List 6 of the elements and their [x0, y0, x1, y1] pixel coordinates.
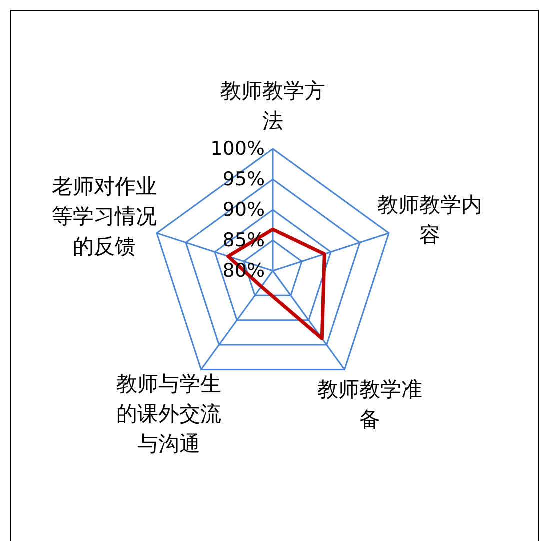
spoke-label: 教师教学方法: [220, 79, 326, 133]
spoke-label: 教师教学内容: [377, 193, 482, 248]
spoke-label: 老师对作业等学习情况的反馈: [52, 174, 158, 258]
y-tick-label: 100%: [210, 138, 265, 160]
spoke-label: 教师与学生的课外交流与沟通: [116, 372, 222, 456]
spoke-label: 教师教学准备: [317, 377, 422, 432]
